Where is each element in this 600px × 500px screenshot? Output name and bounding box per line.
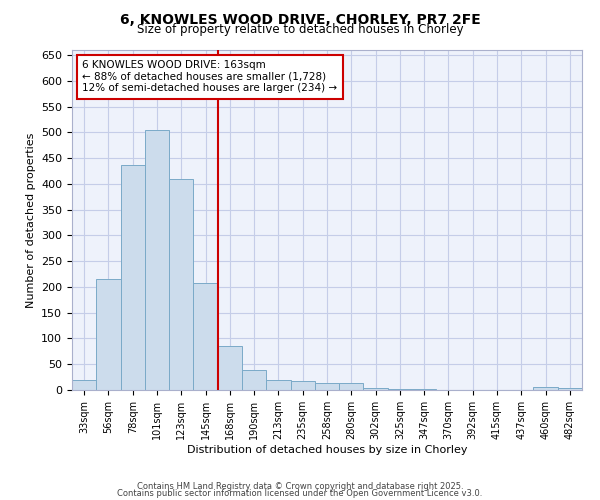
Bar: [364, 388, 388, 390]
Text: 6, KNOWLES WOOD DRIVE, CHORLEY, PR7 2FE: 6, KNOWLES WOOD DRIVE, CHORLEY, PR7 2FE: [119, 12, 481, 26]
Bar: [266, 380, 290, 390]
Bar: [315, 384, 339, 390]
Bar: [145, 130, 169, 390]
Bar: [218, 346, 242, 390]
Bar: [72, 380, 96, 390]
Text: Contains HM Land Registry data © Crown copyright and database right 2025.: Contains HM Land Registry data © Crown c…: [137, 482, 463, 491]
Bar: [533, 388, 558, 390]
X-axis label: Distribution of detached houses by size in Chorley: Distribution of detached houses by size …: [187, 444, 467, 454]
Bar: [242, 370, 266, 390]
Bar: [339, 384, 364, 390]
Bar: [96, 279, 121, 390]
Text: 6 KNOWLES WOOD DRIVE: 163sqm
← 88% of detached houses are smaller (1,728)
12% of: 6 KNOWLES WOOD DRIVE: 163sqm ← 88% of de…: [82, 60, 337, 94]
Text: Size of property relative to detached houses in Chorley: Size of property relative to detached ho…: [137, 22, 463, 36]
Bar: [290, 380, 315, 390]
Y-axis label: Number of detached properties: Number of detached properties: [26, 132, 35, 308]
Text: Contains public sector information licensed under the Open Government Licence v3: Contains public sector information licen…: [118, 490, 482, 498]
Bar: [388, 389, 412, 390]
Bar: [558, 388, 582, 390]
Bar: [193, 283, 218, 390]
Bar: [169, 179, 193, 390]
Bar: [121, 165, 145, 390]
